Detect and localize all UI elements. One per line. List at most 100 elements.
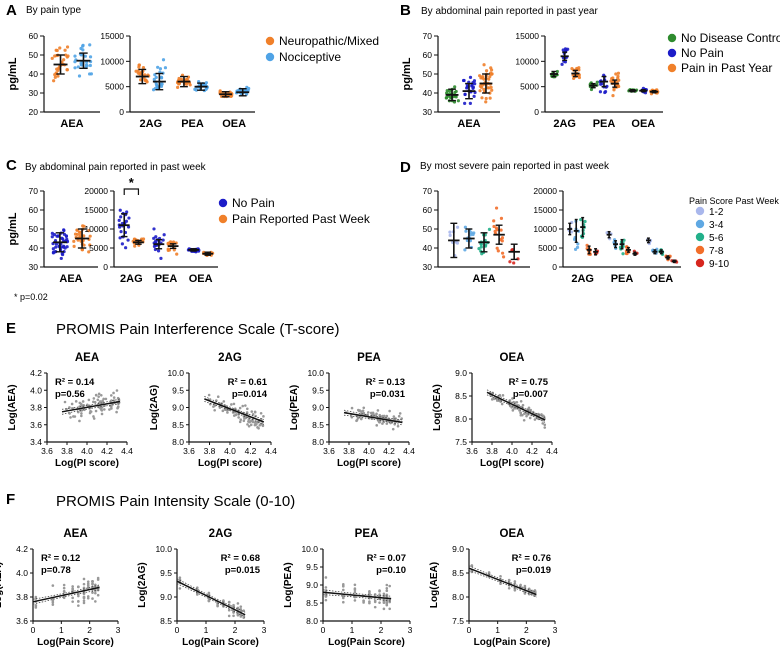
B-other-category-label: OEA — [631, 118, 655, 130]
F-PEA-data-point — [353, 595, 357, 599]
C-AEA-data-point — [60, 236, 64, 240]
E-2AG-data-point — [253, 410, 257, 414]
A-AEA-ytick-label: 20 — [29, 107, 39, 117]
C-other-data-point — [161, 238, 165, 242]
E-2AG-ytick-label: 9.5 — [172, 385, 184, 395]
F-2AG-data-point — [222, 599, 225, 602]
D-AEA-data-point — [448, 233, 452, 237]
F-2AG-data-point — [227, 608, 231, 612]
E-AEA-xtick-label: 4.2 — [101, 446, 113, 456]
F-PEA-data-point — [342, 596, 345, 600]
chart-E-2AG: 2AG 8.0 8.5 9.0 9.5 10.0 3.6 3.8 4.0 4.2 4.4Log(PI… — [149, 352, 277, 469]
F-PEA-xtick-label: 3 — [408, 625, 413, 635]
D-AEA-data-point — [512, 261, 516, 265]
E-2AG-data-point — [242, 419, 246, 423]
B-AEA-data-point — [482, 63, 486, 67]
E-AEA-p-value: p=0.56 — [55, 389, 85, 400]
B-other-data-point — [598, 90, 603, 94]
D-AEA-data-point — [463, 225, 468, 229]
C-AEA-data-point — [75, 232, 79, 237]
C-other-data-point — [124, 219, 129, 223]
C-other-data-point — [166, 247, 170, 251]
B-other-data-point — [611, 76, 615, 80]
E-PEA-data-point — [388, 409, 391, 413]
A-AEA-data-point — [52, 79, 56, 83]
C-other-data-point — [118, 236, 122, 240]
F-AEA-data-point — [82, 599, 86, 603]
F-OEA-data-point — [507, 578, 511, 582]
F-PEA-ytick-label: 8.5 — [306, 598, 318, 608]
E-AEA-data-point — [115, 389, 119, 392]
E-OEA-ci-lower — [486, 394, 546, 423]
E-2AG-data-point — [207, 393, 211, 397]
A-AEA-ylabel: pg/mL — [7, 57, 19, 90]
F-AEA-data-point — [94, 600, 97, 603]
F-OEA-data-point — [499, 575, 502, 578]
B-other-category-label: 2AG — [553, 118, 576, 130]
E-AEA-xtick-label: 4.0 — [81, 446, 93, 456]
B-other-data-point — [595, 80, 599, 84]
E-OEA-data-point — [519, 399, 523, 403]
F-PEA-data-point — [324, 586, 328, 589]
B-AEA-data-point — [482, 87, 486, 91]
A-AEA-ytick-label: 60 — [29, 31, 39, 41]
B-AEA-data-point — [484, 69, 489, 73]
F-2AG-xlabel: Log(Pain Score) — [182, 637, 259, 647]
A-other-category-label: 2AG — [140, 118, 163, 130]
E-2AG-data-point — [230, 403, 233, 406]
E-PEA-data-point — [376, 409, 380, 412]
D-AEA-data-point — [480, 252, 484, 256]
F-PEA-data-point — [373, 605, 377, 609]
E-AEA-data-point — [94, 409, 98, 413]
A-AEA-data-point — [79, 53, 84, 57]
C-AEA-data-point — [72, 244, 76, 248]
C-AEA-data-point — [64, 234, 68, 238]
A-other-ytick-label: 15000 — [100, 31, 124, 41]
F-PEA-ci-upper — [322, 589, 392, 597]
A-other-ytick-label: 0 — [119, 107, 124, 117]
B-other-ytick-label: 5000 — [520, 82, 539, 92]
B-AEA-data-point — [463, 92, 467, 96]
D-other-ytick-label: 5000 — [538, 243, 557, 253]
E-PEA-data-point — [357, 409, 361, 413]
F-AEA-data-point — [62, 583, 66, 587]
D-other-legend-marker — [695, 245, 705, 255]
D-AEA-data-point — [479, 245, 483, 249]
B-AEA-data-point — [480, 74, 485, 79]
B-other-data-point — [603, 90, 607, 95]
E-PEA-data-point — [359, 417, 363, 421]
A-AEA-ytick-label: 50 — [29, 50, 39, 60]
A-AEA-data-point — [73, 54, 77, 58]
A-other-data-point — [154, 75, 158, 80]
E-2AG-r-squared: R² = 0.61 — [228, 377, 268, 388]
D-other-category-label: PEA — [611, 273, 634, 285]
F-PEA-data-point — [373, 599, 377, 603]
C-other-data-point — [175, 252, 179, 256]
D-AEA-data-point — [501, 255, 506, 259]
B-AEA-data-point — [472, 94, 476, 98]
F-PEA-data-point — [342, 588, 345, 592]
E-AEA-data-point — [74, 400, 78, 403]
E-OEA-ci-upper — [486, 389, 546, 418]
E-AEA-data-point — [98, 406, 101, 409]
A-AEA-data-point — [84, 63, 89, 67]
F-OEA-ylabel: Log(AEA) — [429, 562, 440, 608]
F-AEA-xtick-label: 1 — [59, 625, 64, 635]
E-2AG-ytick-label: 9.0 — [172, 403, 184, 413]
F-PEA-data-point — [385, 586, 389, 590]
C-AEA-data-point — [78, 230, 82, 234]
F-AEA-data-point — [96, 578, 100, 581]
D-other-data-point — [575, 245, 580, 250]
E-2AG-ylabel: Log(2AG) — [149, 385, 160, 431]
E-OEA-data-point — [500, 402, 504, 406]
D-other-legend-label: 7-8 — [709, 246, 724, 257]
F-AEA-data-point — [34, 606, 38, 609]
E-PEA-data-point — [392, 417, 396, 421]
E-2AG-ytick-label: 8.0 — [172, 437, 184, 447]
F-OEA-xtick-label: 2 — [524, 625, 529, 635]
C-AEA-data-point — [87, 228, 91, 233]
D-AEA-data-point — [463, 248, 467, 252]
B-AEA-data-point — [445, 88, 449, 93]
